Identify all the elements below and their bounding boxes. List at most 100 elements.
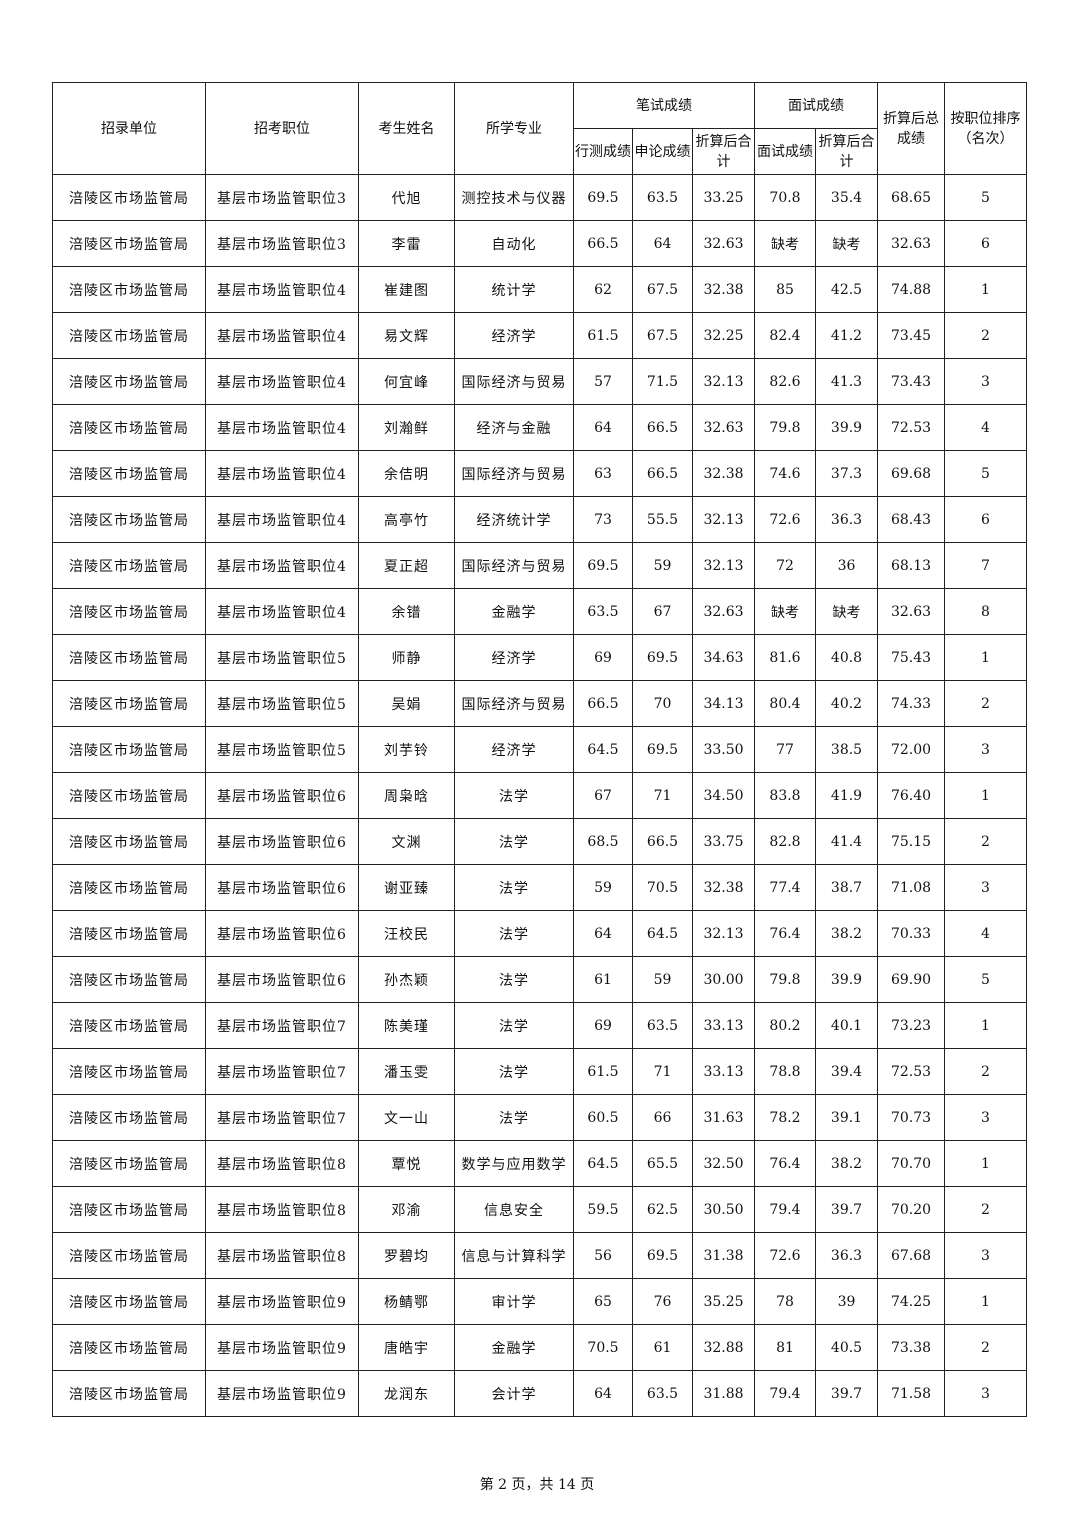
cell-position: 基层市场监管职位4 [205, 358, 359, 405]
cell-written-converted: 32.50 [692, 1140, 755, 1187]
table-row: 涪陵区市场监管局 基层市场监管职位4 崔建图 统计学 62 67.5 32.38 85 42.5… [52, 266, 1027, 313]
cell-xingce: 63.5 [573, 588, 633, 635]
cell-major: 数学与应用数学 [454, 1140, 574, 1187]
cell-rank: 5 [944, 450, 1027, 497]
col-interview-converted: 折算后合计 [815, 128, 878, 175]
cell-interview-score: 85 [754, 266, 816, 313]
cell-unit: 涪陵区市场监管局 [52, 910, 206, 957]
table-row: 涪陵区市场监管局 基层市场监管职位6 周枭晗 法学 67 71 34.50 83.8 41.9 7… [52, 772, 1027, 819]
cell-shenlun: 67.5 [632, 312, 693, 359]
cell-shenlun: 62.5 [632, 1186, 693, 1233]
cell-position: 基层市场监管职位4 [205, 266, 359, 313]
cell-total: 70.33 [877, 910, 945, 957]
cell-interview-converted: 38.5 [815, 726, 878, 773]
cell-interview-score: 79.4 [754, 1186, 816, 1233]
cell-xingce: 68.5 [573, 818, 633, 865]
cell-written-converted: 32.13 [692, 358, 755, 405]
cell-major: 国际经济与贸易 [454, 542, 574, 589]
cell-major: 自动化 [454, 220, 574, 267]
cell-position: 基层市场监管职位5 [205, 634, 359, 681]
table-body: 涪陵区市场监管局 基层市场监管职位3 代旭 测控技术与仪器 69.5 63.5 33.25 7… [52, 174, 1027, 1417]
table-row: 涪陵区市场监管局 基层市场监管职位4 刘瀚鲜 经济与金融 64 66.5 32.63 79.8… [52, 404, 1027, 451]
cell-shenlun: 70 [632, 680, 693, 727]
cell-name: 师静 [358, 634, 455, 681]
cell-written-converted: 32.38 [692, 266, 755, 313]
cell-total: 68.65 [877, 174, 945, 221]
cell-xingce: 73 [573, 496, 633, 543]
cell-shenlun: 63.5 [632, 1370, 693, 1417]
cell-unit: 涪陵区市场监管局 [52, 1324, 206, 1371]
table-row: 涪陵区市场监管局 基层市场监管职位8 邓渝 信息安全 59.5 62.5 30.50 79.4… [52, 1186, 1027, 1233]
cell-rank: 2 [944, 818, 1027, 865]
cell-total: 69.90 [877, 956, 945, 1003]
cell-shenlun: 67 [632, 588, 693, 635]
cell-written-converted: 31.88 [692, 1370, 755, 1417]
cell-name: 文渊 [358, 818, 455, 865]
cell-written-converted: 33.50 [692, 726, 755, 773]
cell-position: 基层市场监管职位8 [205, 1232, 359, 1279]
cell-position: 基层市场监管职位6 [205, 772, 359, 819]
cell-interview-converted: 40.5 [815, 1324, 878, 1371]
table-row: 涪陵区市场监管局 基层市场监管职位4 易文辉 经济学 61.5 67.5 32.25 82.4… [52, 312, 1027, 359]
cell-written-converted: 30.00 [692, 956, 755, 1003]
cell-major: 会计学 [454, 1370, 574, 1417]
cell-xingce: 64 [573, 910, 633, 957]
cell-xingce: 64.5 [573, 1140, 633, 1187]
cell-interview-score: 缺考 [754, 220, 816, 267]
cell-interview-score: 缺考 [754, 588, 816, 635]
cell-position: 基层市场监管职位9 [205, 1278, 359, 1325]
cell-unit: 涪陵区市场监管局 [52, 1140, 206, 1187]
cell-interview-converted: 缺考 [815, 220, 878, 267]
cell-total: 68.43 [877, 496, 945, 543]
cell-interview-score: 81 [754, 1324, 816, 1371]
cell-major: 经济学 [454, 726, 574, 773]
cell-interview-converted: 38.2 [815, 910, 878, 957]
cell-xingce: 56 [573, 1232, 633, 1279]
cell-interview-converted: 41.2 [815, 312, 878, 359]
cell-interview-converted: 36.3 [815, 1232, 878, 1279]
table-row: 涪陵区市场监管局 基层市场监管职位8 罗碧均 信息与计算科学 56 69.5 31.38 72… [52, 1232, 1027, 1279]
cell-interview-score: 80.4 [754, 680, 816, 727]
cell-total: 71.08 [877, 864, 945, 911]
cell-position: 基层市场监管职位4 [205, 404, 359, 451]
cell-position: 基层市场监管职位5 [205, 726, 359, 773]
cell-position: 基层市场监管职位8 [205, 1140, 359, 1187]
cell-major: 经济与金融 [454, 404, 574, 451]
table-row: 涪陵区市场监管局 基层市场监管职位9 杨鲭鄂 审计学 65 76 35.25 78 39 74.2… [52, 1278, 1027, 1325]
cell-interview-converted: 39.7 [815, 1370, 878, 1417]
cell-major: 国际经济与贸易 [454, 358, 574, 405]
cell-shenlun: 55.5 [632, 496, 693, 543]
cell-shenlun: 67.5 [632, 266, 693, 313]
page-footer: 第 2 页，共 14 页 [479, 1477, 595, 1493]
cell-shenlun: 71 [632, 772, 693, 819]
cell-total: 75.15 [877, 818, 945, 865]
table-row: 涪陵区市场监管局 基层市场监管职位7 潘玉雯 法学 61.5 71 33.13 78.8 39.… [52, 1048, 1027, 1095]
cell-name: 何宜峰 [358, 358, 455, 405]
cell-interview-converted: 37.3 [815, 450, 878, 497]
cell-position: 基层市场监管职位4 [205, 450, 359, 497]
col-interview-score: 面试成绩 [754, 128, 816, 175]
cell-interview-score: 79.8 [754, 404, 816, 451]
cell-interview-score: 82.4 [754, 312, 816, 359]
cell-xingce: 64.5 [573, 726, 633, 773]
cell-unit: 涪陵区市场监管局 [52, 818, 206, 865]
cell-name: 覃悦 [358, 1140, 455, 1187]
cell-unit: 涪陵区市场监管局 [52, 1278, 206, 1325]
cell-name: 文一山 [358, 1094, 455, 1141]
cell-total: 73.23 [877, 1002, 945, 1049]
cell-name: 潘玉雯 [358, 1048, 455, 1095]
cell-interview-score: 77 [754, 726, 816, 773]
cell-interview-score: 78.8 [754, 1048, 816, 1095]
cell-shenlun: 61 [632, 1324, 693, 1371]
table-row: 涪陵区市场监管局 基层市场监管职位4 夏正超 国际经济与贸易 69.5 59 32.13 72… [52, 542, 1027, 589]
cell-rank: 1 [944, 1140, 1027, 1187]
cell-written-converted: 32.63 [692, 220, 755, 267]
cell-position: 基层市场监管职位3 [205, 220, 359, 267]
cell-shenlun: 66.5 [632, 404, 693, 451]
cell-written-converted: 32.13 [692, 910, 755, 957]
cell-major: 法学 [454, 1094, 574, 1141]
cell-rank: 4 [944, 910, 1027, 957]
cell-written-converted: 32.38 [692, 450, 755, 497]
cell-xingce: 69.5 [573, 542, 633, 589]
cell-total: 76.40 [877, 772, 945, 819]
